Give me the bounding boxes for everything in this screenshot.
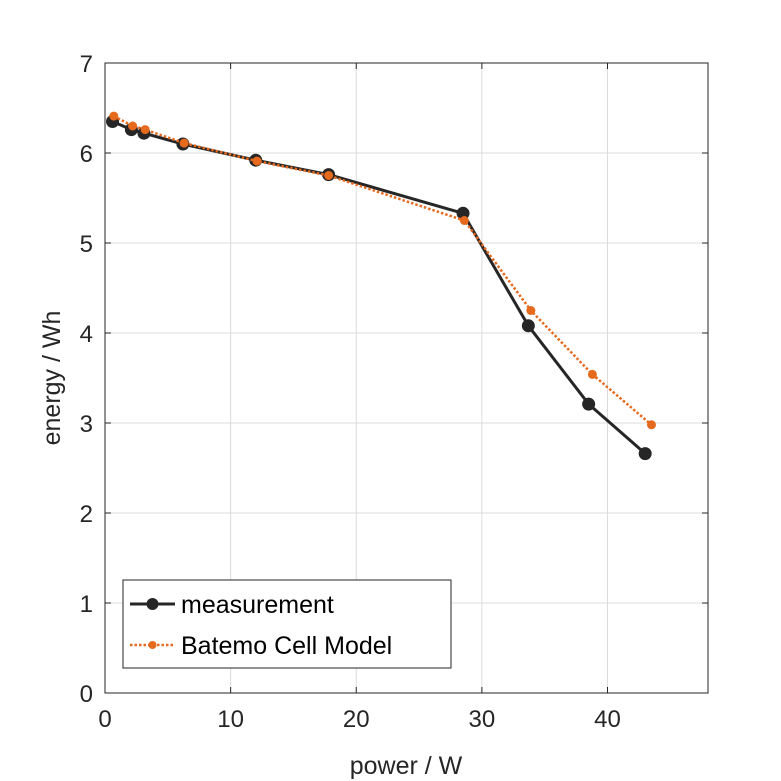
y-tick-label: 5 (80, 231, 93, 258)
legend: measurement Batemo Cell Model (122, 579, 452, 669)
series-layer (106, 111, 656, 461)
y-tick-label: 6 (80, 141, 93, 168)
x-tick-label: 10 (217, 706, 244, 733)
tick-marks (104, 62, 708, 694)
data-point-batemo-cell-model (324, 171, 334, 180)
data-point-batemo-cell-model (459, 216, 469, 225)
legend-label-measurement: measurement (181, 591, 334, 619)
y-axis-label: energy / Wh (38, 311, 66, 446)
legend-label-batemo-cell-model: Batemo Cell Model (181, 632, 392, 660)
y-tick-label: 2 (80, 501, 93, 528)
data-point-batemo-cell-model (128, 121, 138, 131)
data-point-measurement (638, 447, 652, 461)
data-point-batemo-cell-model (252, 156, 262, 166)
y-tick-label: 3 (80, 411, 93, 438)
y-tick-label: 7 (80, 51, 93, 78)
data-point-batemo-cell-model (140, 125, 150, 135)
tick-labels: 0 10 20 30 40 0 1 2 3 4 5 6 7 (80, 51, 621, 733)
plot-frame (104, 62, 709, 694)
y-tick-label: 1 (80, 591, 93, 618)
data-point-measurement (582, 397, 596, 411)
grid (104, 62, 708, 694)
y-tick-label: 0 (80, 681, 93, 708)
x-tick-label: 40 (594, 706, 621, 733)
data-point-batemo-cell-model (646, 420, 656, 430)
x-tick-label: 20 (343, 706, 370, 733)
legend-box (122, 579, 452, 669)
series-line-batemo-cell-model (113, 114, 653, 426)
legend-marker-batemo-cell-model (148, 641, 157, 649)
x-tick-label: 30 (469, 706, 496, 733)
data-point-batemo-cell-model (179, 138, 189, 148)
data-point-measurement (521, 319, 535, 333)
y-tick-label: 4 (80, 321, 93, 348)
legend-marker-measurement (146, 598, 159, 610)
data-point-batemo-cell-model (526, 306, 536, 315)
x-tick-label: 0 (98, 706, 111, 733)
data-point-batemo-cell-model (587, 369, 597, 379)
data-point-batemo-cell-model (109, 111, 119, 121)
x-axis-label: power / W (350, 752, 463, 780)
